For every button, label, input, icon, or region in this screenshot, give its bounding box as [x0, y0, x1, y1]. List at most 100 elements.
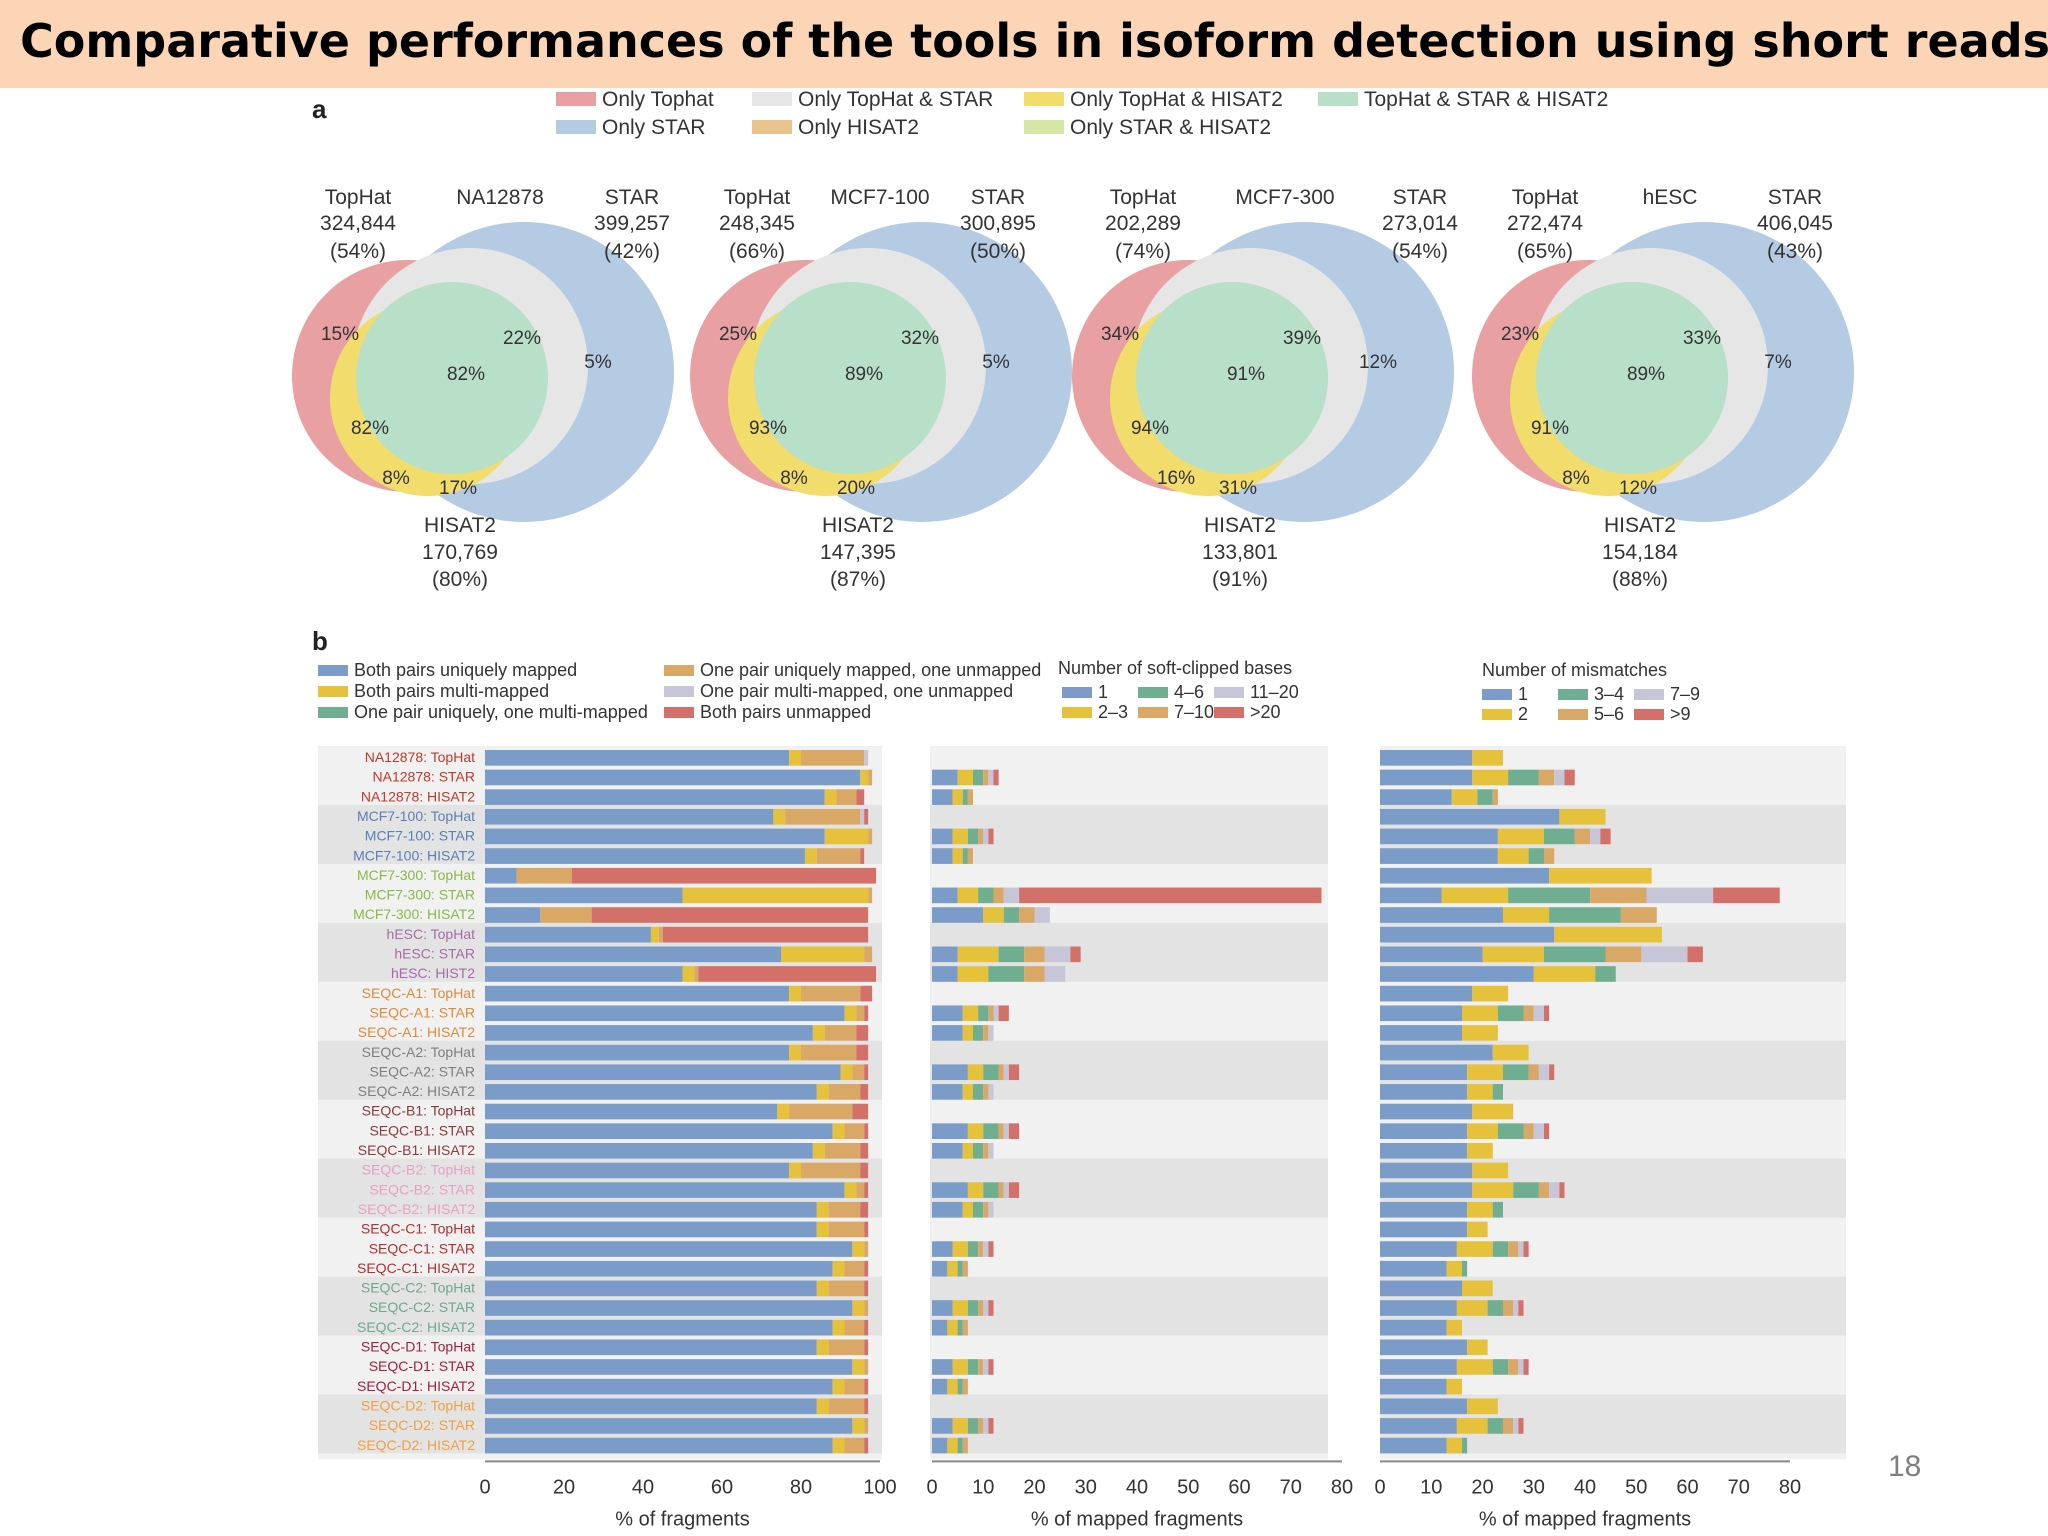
bar-segment [962, 1378, 968, 1395]
bar-segment [978, 1359, 984, 1375]
x-axis-label: % of mapped fragments [1479, 1508, 1691, 1530]
bar-segment [832, 1378, 845, 1395]
bar-segment [1492, 789, 1498, 805]
venn-star-pct: (50%) [970, 240, 1026, 263]
venn-region-all-three [1536, 282, 1728, 474]
bar-segment [801, 1044, 857, 1061]
bar-segment [816, 1280, 829, 1297]
bar-segment [1641, 946, 1688, 963]
bar-segment [864, 1378, 869, 1395]
bar-segment [1462, 1005, 1498, 1022]
bar-segment [516, 867, 572, 884]
bar-segment [967, 1064, 984, 1081]
bar-segment [1472, 769, 1509, 786]
bar-segment [1380, 750, 1473, 766]
bar-segment [988, 1241, 994, 1257]
bar-segment [591, 907, 869, 923]
bar-segment [1472, 985, 1509, 1002]
row-label: SEQC-D2: TopHat [361, 1397, 475, 1413]
bar-segment [1380, 985, 1473, 1002]
bar-segment [1595, 966, 1616, 982]
bar-segment [1467, 1221, 1488, 1238]
row-label: SEQC-A2: TopHat [362, 1044, 475, 1060]
bar-segment [1544, 946, 1606, 963]
bar-segment [967, 828, 979, 845]
bar-segment [1605, 946, 1642, 963]
bar-segment [998, 1182, 1004, 1198]
bar-segment [1456, 1300, 1488, 1316]
bar-segment [957, 966, 989, 982]
bar-segment [932, 1300, 953, 1316]
bar-segment [1467, 1064, 1503, 1081]
x-tick-label: 10 [972, 1476, 994, 1498]
venn-tophat-label: TopHat [1110, 186, 1177, 209]
bar-segment [1467, 1339, 1488, 1356]
bar-segment [1559, 1182, 1565, 1198]
bar-segment [1713, 887, 1780, 904]
venn-diagram [1472, 222, 1854, 522]
bar-segment [1446, 1260, 1462, 1277]
bar-segment [1487, 1300, 1503, 1316]
bar-segment [860, 848, 865, 864]
bar-segment [1508, 1241, 1519, 1257]
venn-hisat2-count: 147,395 [820, 541, 896, 564]
bar-segment [844, 1123, 865, 1139]
venn-sample-label: NA12878 [456, 186, 544, 209]
bar-legend-label: 7–9 [1670, 684, 1700, 704]
bar-segment [789, 985, 801, 1002]
bar-segment [932, 1319, 948, 1336]
bar-segment [1687, 946, 1703, 963]
bar-segment [1544, 848, 1555, 864]
bar-segment [1492, 1201, 1503, 1218]
bar-segment [485, 1005, 845, 1022]
venn-region-label: 22% [503, 328, 541, 349]
bar-segment [1523, 1241, 1529, 1257]
bar-segment [1380, 1241, 1457, 1257]
bar-segment [932, 769, 958, 786]
bar-segment [932, 1418, 953, 1434]
bar-segment [485, 1143, 813, 1159]
venn-region-label: 8% [1562, 468, 1590, 489]
bar-segment [789, 1162, 801, 1179]
bar-segment [864, 1359, 869, 1375]
venn-region-label: 91% [1531, 418, 1569, 439]
bar-segment [983, 1359, 989, 1375]
bar-segment [1380, 828, 1498, 845]
bar-segment [952, 1359, 968, 1375]
bar-segment [1008, 1064, 1020, 1081]
bar-segment [988, 1005, 994, 1022]
bar-segment [983, 1123, 999, 1139]
slide-title: Comparative performances of the tools in… [20, 14, 2048, 68]
bar-segment [864, 1339, 869, 1356]
bar-segment [1513, 1300, 1519, 1316]
bar-legend-swatch [1558, 689, 1588, 700]
bar-legend-swatch [318, 686, 348, 697]
bar-segment [864, 1280, 869, 1297]
venn-region-label: 89% [845, 364, 883, 385]
bar-segment [571, 867, 877, 884]
venn-tophat-count: 272,474 [1507, 212, 1583, 235]
bar-segment [856, 1005, 865, 1022]
venn-hisat2-count: 170,769 [422, 541, 498, 564]
bar-legend-swatch [1634, 689, 1664, 700]
bar-segment [983, 907, 1004, 923]
bar-segment [962, 1319, 968, 1336]
venn-tophat-label: TopHat [1512, 186, 1579, 209]
x-tick-label: 40 [1126, 1476, 1148, 1498]
venn-region-label: 20% [837, 478, 875, 499]
bar-segment [816, 1201, 829, 1218]
bar-segment [860, 769, 869, 786]
venn-diagram [1072, 222, 1454, 522]
bar-segment [1528, 848, 1544, 864]
bar-segment [1472, 1103, 1514, 1120]
bar-segment [978, 887, 994, 904]
bar-segment [932, 887, 958, 904]
bar-segment [485, 1103, 778, 1120]
bar-segment [962, 1437, 968, 1454]
bar-segment [1497, 848, 1529, 864]
bar-segment [1451, 789, 1478, 805]
bar-segment [1456, 1359, 1493, 1375]
bar-segment [1646, 887, 1714, 904]
bar-segment [988, 828, 994, 845]
bar-segment [973, 1084, 984, 1100]
